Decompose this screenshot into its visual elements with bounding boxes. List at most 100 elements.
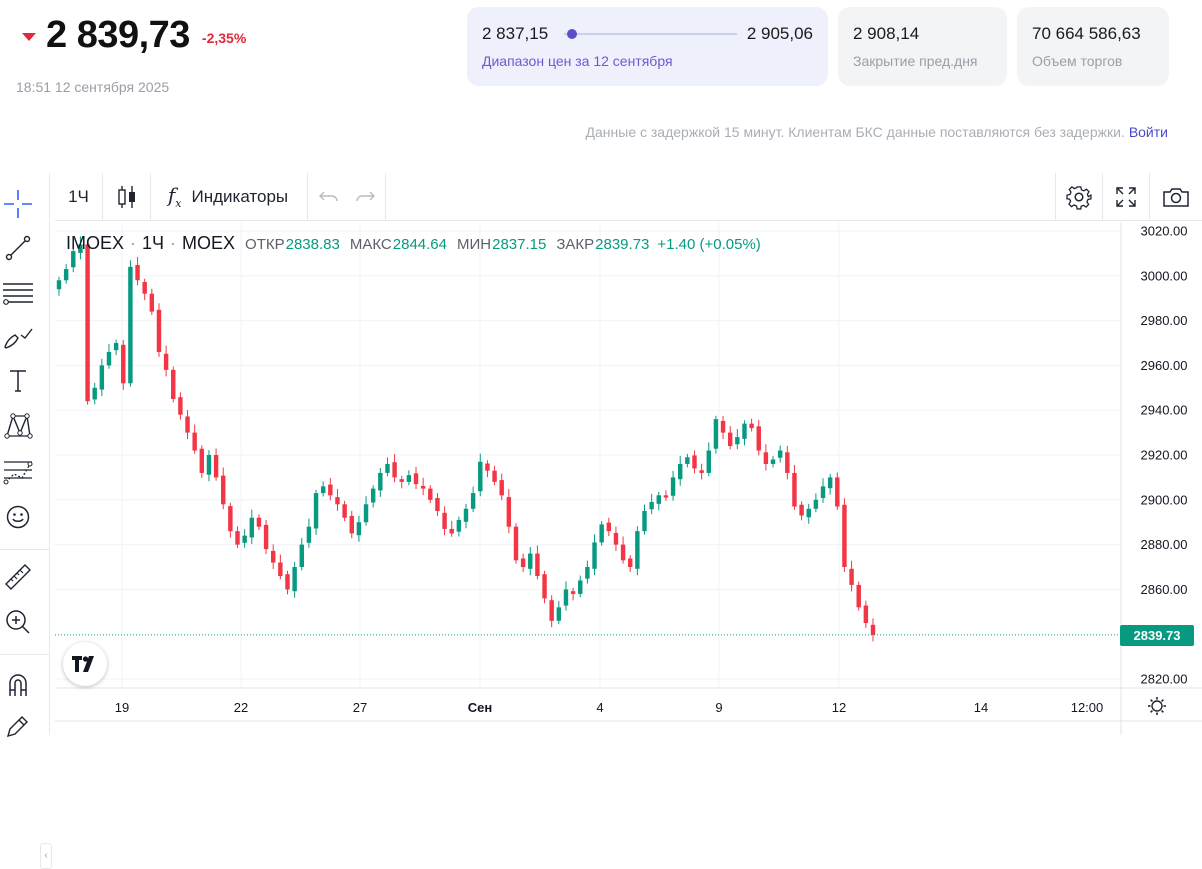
x-tick-label: 12:00 <box>1071 700 1104 715</box>
price-chart[interactable]: 3020.00 3000.00 2980.00 2960.00 2940.00 2920.… <box>55 222 1202 735</box>
legend-symbol: IMOEX <box>66 233 125 253</box>
candle <box>556 607 562 621</box>
candle <box>813 499 819 509</box>
candle <box>78 244 83 253</box>
indicators-label: Индикаторы <box>191 186 289 206</box>
zoom-in-icon[interactable] <box>0 604 36 640</box>
prev-close-value: 2 908,14 <box>853 24 920 43</box>
candle <box>363 504 369 523</box>
trend-line-icon[interactable] <box>0 230 36 266</box>
quote-header: 2 839,73 -2,35% 18:51 12 сентября 2025 2… <box>0 0 1202 170</box>
candle <box>463 508 469 522</box>
y-tick-label: 2860.00 <box>1141 582 1188 597</box>
candle <box>677 463 683 480</box>
candle <box>863 605 869 624</box>
range-high: 2 905,06 <box>746 24 813 43</box>
candle <box>71 251 76 268</box>
candle <box>727 432 733 447</box>
candle <box>449 528 454 534</box>
candle <box>799 504 804 516</box>
candle <box>720 420 726 433</box>
legend-open: 2838.83 <box>285 236 340 253</box>
chart-area[interactable]: 3020.00 3000.00 2980.00 2960.00 2940.00 2920.… <box>55 222 1202 735</box>
candle <box>156 309 162 352</box>
candle <box>185 416 190 433</box>
x-tick-label: 19 <box>115 700 129 715</box>
candle <box>413 473 419 485</box>
forecast-icon[interactable] <box>0 453 36 489</box>
legend-open-label: ОТКР <box>245 236 285 253</box>
login-link[interactable]: Войти <box>1128 124 1168 140</box>
brush-icon[interactable] <box>0 319 36 355</box>
last-price-tag: 2839.73 <box>1120 624 1194 646</box>
candle <box>435 498 440 512</box>
candle <box>528 553 533 569</box>
candle <box>228 506 233 532</box>
candle <box>406 475 412 482</box>
legend-dot: · <box>170 233 177 253</box>
candle <box>842 504 847 568</box>
pattern-icon[interactable] <box>0 408 36 444</box>
settings-gear-icon[interactable] <box>1056 173 1102 220</box>
candle <box>99 365 105 390</box>
candle <box>542 574 547 599</box>
camera-icon[interactable] <box>1150 173 1202 220</box>
y-tick-label: 2980.00 <box>1141 313 1188 328</box>
time-axis-settings-icon <box>1148 697 1166 715</box>
crosshair-icon[interactable] <box>0 186 36 222</box>
candle <box>506 497 512 527</box>
interval-selector[interactable]: 1Ч <box>68 186 89 206</box>
candle <box>642 511 647 532</box>
candle <box>756 426 761 451</box>
candle <box>649 502 654 510</box>
ruler-icon[interactable] <box>0 559 36 595</box>
candle <box>349 515 354 534</box>
candle <box>149 293 155 312</box>
toolbar-divider <box>102 173 103 220</box>
candle <box>535 553 540 576</box>
candle <box>356 522 362 536</box>
candle <box>870 624 876 635</box>
undo-icon[interactable] <box>311 173 347 220</box>
candle <box>520 558 526 568</box>
candle <box>242 535 247 543</box>
toolbar-divider <box>1055 173 1056 220</box>
chart-legend: IMOEX · 1Ч · MOEX ОТКР 2838.83 МАКС 2844.6… <box>66 233 761 254</box>
candle <box>485 463 490 471</box>
x-tick-label: 4 <box>596 700 603 715</box>
magnet-icon[interactable] <box>0 667 36 703</box>
candle <box>313 493 319 529</box>
text-icon[interactable] <box>0 363 36 399</box>
legend-high-label: МАКС <box>349 236 392 253</box>
x-tick-label: 22 <box>234 700 248 715</box>
candle <box>499 480 504 496</box>
legend-low-label: МИН <box>457 236 492 253</box>
lock-pencil-icon[interactable] <box>0 708 36 744</box>
emoji-icon[interactable] <box>0 499 36 535</box>
indicators-button[interactable]: fx Индикаторы <box>151 173 305 220</box>
redo-icon[interactable] <box>347 173 383 220</box>
candle <box>178 397 183 415</box>
range-label: Диапазон цен за 12 сентября <box>482 53 673 69</box>
candle <box>856 584 861 608</box>
candle <box>128 266 133 384</box>
candle <box>292 567 297 592</box>
price-change: -2,35% <box>201 29 247 46</box>
candle <box>706 450 711 473</box>
candles-icon[interactable] <box>103 173 150 220</box>
candle <box>478 461 483 492</box>
toolbar-divider <box>1102 173 1103 220</box>
toolbar-divider <box>385 173 386 220</box>
toolbar-collapse-toggle[interactable]: ‹ <box>40 843 52 869</box>
candle <box>385 463 390 473</box>
candle <box>142 282 147 294</box>
tradingview-logo[interactable] <box>63 642 107 686</box>
candle <box>285 574 290 590</box>
candle <box>171 369 176 399</box>
candle <box>835 477 840 507</box>
horizontal-lines-icon[interactable] <box>0 275 36 311</box>
price-block: 2 839,73 -2,35% <box>22 14 246 57</box>
candle <box>213 455 219 478</box>
fullscreen-icon[interactable] <box>1103 173 1149 220</box>
y-tick-label: 2960.00 <box>1141 358 1188 373</box>
